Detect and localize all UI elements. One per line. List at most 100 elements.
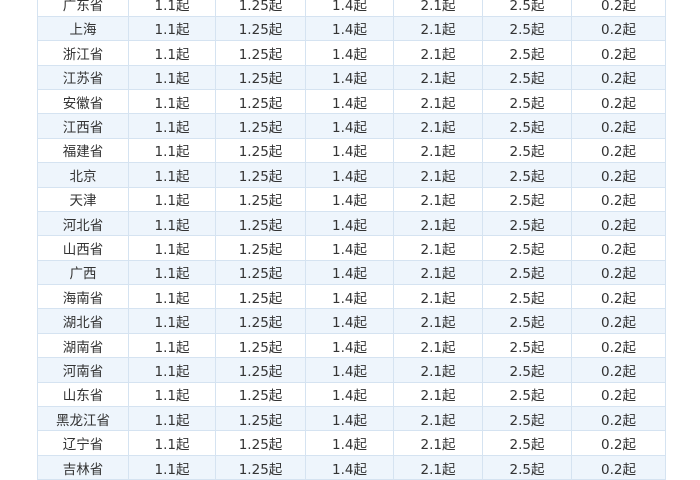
price-cell: 0.2起 [571, 113, 666, 139]
price-cell: 1.25起 [215, 162, 306, 188]
price-cell: 2.1起 [393, 15, 483, 42]
price-cell: 2.5起 [482, 40, 572, 66]
price-cell: 1.4起 [305, 430, 394, 456]
price-cell: 0.2起 [571, 15, 666, 42]
price-cell: 2.5起 [482, 0, 572, 17]
price-cell: 1.25起 [215, 15, 306, 42]
price-cell: 2.1起 [393, 162, 483, 188]
price-cell: 2.5起 [482, 113, 572, 139]
price-cell: 0.2起 [571, 259, 666, 286]
region-cell: 江西省 [37, 113, 129, 139]
price-cell: 1.25起 [215, 454, 306, 480]
region-cell: 海南省 [37, 284, 129, 310]
price-cell: 2.1起 [393, 332, 483, 359]
price-cell: 2.1起 [393, 64, 483, 90]
price-cell: 1.4起 [305, 186, 394, 212]
price-cell: 2.5起 [482, 210, 572, 237]
price-cell: 1.25起 [215, 64, 306, 90]
table-row: 河北省 1.1起 1.25起 1.4起 2.1起 2.5起 0.2起 [37, 210, 666, 237]
table-row: 浙江省 1.1起 1.25起 1.4起 2.1起 2.5起 0.2起 [37, 40, 666, 66]
price-cell: 1.1起 [128, 137, 216, 164]
price-table: 广东省 1.1起 1.25起 1.4起 2.1起 2.5起 0.2起 上海 1.1起 1.25起 1… [37, 0, 666, 480]
price-cell: 1.1起 [128, 113, 216, 139]
price-cell: 1.4起 [305, 0, 394, 17]
price-cell: 1.4起 [305, 332, 394, 359]
region-cell: 福建省 [37, 137, 129, 164]
price-cell: 1.1起 [128, 308, 216, 334]
region-cell: 山西省 [37, 235, 129, 261]
price-cell: 1.25起 [215, 284, 306, 310]
price-cell: 2.5起 [482, 430, 572, 456]
region-cell: 江苏省 [37, 64, 129, 90]
price-cell: 1.25起 [215, 406, 306, 432]
price-cell: 1.25起 [215, 40, 306, 66]
price-cell: 1.1起 [128, 454, 216, 480]
price-cell: 2.1起 [393, 137, 483, 164]
price-cell: 2.5起 [482, 15, 572, 42]
table-body: 广东省 1.1起 1.25起 1.4起 2.1起 2.5起 0.2起 上海 1.1起 1.25起 1… [37, 0, 666, 480]
price-cell: 1.4起 [305, 454, 394, 480]
price-cell: 2.1起 [393, 113, 483, 139]
price-cell: 2.1起 [393, 308, 483, 334]
table-row: 吉林省 1.1起 1.25起 1.4起 2.1起 2.5起 0.2起 [37, 454, 666, 480]
price-cell: 2.1起 [393, 259, 483, 286]
table-row: 辽宁省 1.1起 1.25起 1.4起 2.1起 2.5起 0.2起 [37, 430, 666, 456]
table-row: 广西 1.1起 1.25起 1.4起 2.1起 2.5起 0.2起 [37, 259, 666, 286]
table-row: 北京 1.1起 1.25起 1.4起 2.1起 2.5起 0.2起 [37, 162, 666, 188]
price-cell: 2.1起 [393, 235, 483, 261]
price-cell: 2.5起 [482, 235, 572, 261]
price-cell: 1.1起 [128, 64, 216, 90]
price-cell: 0.2起 [571, 308, 666, 334]
region-cell: 浙江省 [37, 40, 129, 66]
price-cell: 0.2起 [571, 40, 666, 66]
table-row: 湖南省 1.1起 1.25起 1.4起 2.1起 2.5起 0.2起 [37, 332, 666, 359]
price-cell: 1.1起 [128, 284, 216, 310]
region-cell: 天津 [37, 186, 129, 212]
price-cell: 2.5起 [482, 259, 572, 286]
price-cell: 0.2起 [571, 0, 666, 17]
table-wrap: 广东省 1.1起 1.25起 1.4起 2.1起 2.5起 0.2起 上海 1.1起 1.25起 1… [37, 0, 666, 480]
price-cell: 1.25起 [215, 113, 306, 139]
price-cell: 1.25起 [215, 259, 306, 286]
region-cell: 广西 [37, 259, 129, 286]
price-cell: 1.4起 [305, 64, 394, 90]
price-cell: 1.4起 [305, 40, 394, 66]
region-cell: 北京 [37, 162, 129, 188]
price-cell: 1.1起 [128, 15, 216, 42]
price-cell: 1.1起 [128, 259, 216, 286]
price-cell: 0.2起 [571, 381, 666, 408]
price-cell: 1.4起 [305, 308, 394, 334]
price-cell: 1.1起 [128, 430, 216, 456]
page: {"table": {"rows": [ ["广东省","1.1起","1.25… [37, 0, 666, 480]
table-row: 山东省 1.1起 1.25起 1.4起 2.1起 2.5起 0.2起 [37, 381, 666, 408]
price-cell: 1.25起 [215, 308, 306, 334]
price-cell: 0.2起 [571, 137, 666, 164]
price-cell: 1.4起 [305, 284, 394, 310]
price-cell: 0.2起 [571, 454, 666, 480]
price-cell: 1.1起 [128, 381, 216, 408]
price-cell: 2.5起 [482, 162, 572, 188]
price-cell: 0.2起 [571, 235, 666, 261]
price-cell: 1.25起 [215, 235, 306, 261]
price-cell: 0.2起 [571, 406, 666, 432]
price-cell: 1.25起 [215, 137, 306, 164]
region-cell: 广东省 [37, 0, 129, 17]
price-cell: 1.25起 [215, 430, 306, 456]
price-cell: 1.4起 [305, 357, 394, 383]
price-cell: 2.1起 [393, 454, 483, 480]
price-cell: 2.1起 [393, 0, 483, 17]
table-row: 广东省 1.1起 1.25起 1.4起 2.1起 2.5起 0.2起 [37, 0, 666, 17]
price-cell: 1.1起 [128, 332, 216, 359]
price-cell: 0.2起 [571, 332, 666, 359]
region-cell: 安徽省 [37, 88, 129, 115]
price-cell: 2.1起 [393, 430, 483, 456]
price-cell: 1.1起 [128, 40, 216, 66]
region-cell: 山东省 [37, 381, 129, 408]
price-cell: 0.2起 [571, 210, 666, 237]
price-cell: 1.4起 [305, 137, 394, 164]
price-cell: 2.1起 [393, 284, 483, 310]
price-cell: 1.4起 [305, 88, 394, 115]
table-row: 湖北省 1.1起 1.25起 1.4起 2.1起 2.5起 0.2起 [37, 308, 666, 334]
price-cell: 1.25起 [215, 186, 306, 212]
table-row: 上海 1.1起 1.25起 1.4起 2.1起 2.5起 0.2起 [37, 15, 666, 42]
